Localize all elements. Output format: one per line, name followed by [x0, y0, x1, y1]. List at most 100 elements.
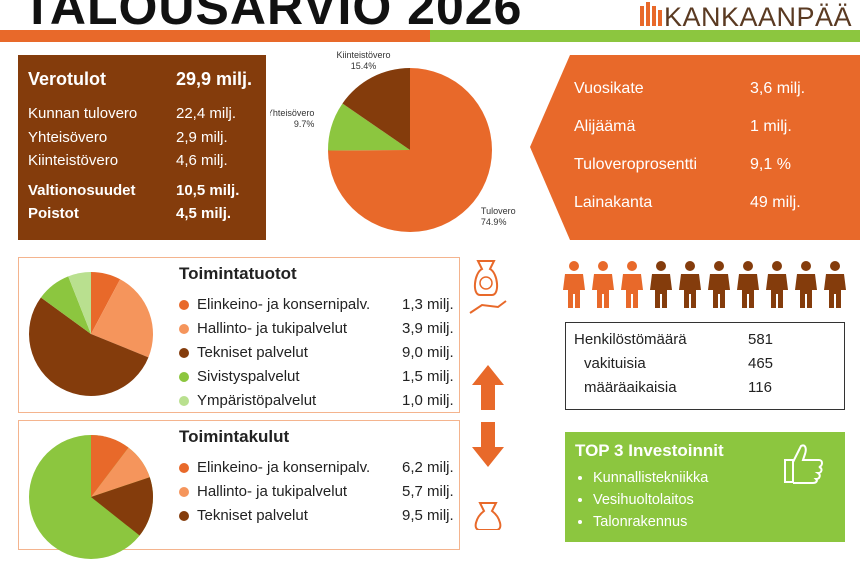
pie-slice — [328, 68, 492, 232]
key-value: 9,1 % — [750, 156, 791, 173]
person-head — [743, 261, 753, 271]
pie-percent: 15.4% — [351, 61, 377, 71]
investment-item: Talonrakennus — [593, 511, 845, 533]
legend-value: 9,0 milj. — [402, 344, 454, 361]
tax-label: Kunnan tulovero — [28, 105, 138, 122]
tax-label: Kiinteistövero — [28, 152, 119, 169]
key-value: 49 milj. — [750, 194, 801, 211]
legend-name: Ympäristöpalvelut — [197, 392, 317, 409]
legend-name: Elinkeino- ja konsernipalv. — [197, 459, 371, 476]
legend-value: 5,7 milj. — [402, 483, 454, 500]
staff-value: 581 — [748, 331, 774, 348]
tax-row: Kunnan tulovero 22,4 milj. — [28, 105, 256, 129]
tax-label: Verotulot — [28, 69, 107, 89]
person-body — [650, 274, 672, 308]
staff-label: vakituisia — [584, 355, 646, 372]
pie-slice — [29, 297, 149, 396]
pie-slice — [91, 447, 150, 497]
pie-slice — [91, 279, 153, 358]
legend-item: Sivistyspalvelut 1,5 milj. — [179, 368, 454, 385]
legend-name: Tekniset palvelut — [197, 507, 308, 524]
key-label: Lainakanta — [574, 194, 653, 211]
investment-item: Vesihuoltolaitos — [593, 489, 845, 511]
legend-item: Ympäristöpalvelut 1,0 milj. — [179, 392, 454, 409]
tax-value: 4,5 milj. — [176, 205, 232, 222]
person-head — [714, 261, 724, 271]
legend-item: Hallinto- ja tukipalvelut 3,9 milj. — [179, 320, 454, 337]
people-icons — [563, 261, 846, 308]
tax-box: Verotulot 29,9 milj. Kunnan tulovero 22,4 m… — [18, 55, 266, 240]
tax-label: Valtionosuudet — [28, 181, 136, 199]
pie-label: Kiinteistövero — [336, 50, 390, 60]
key-label: Alijäämä — [574, 118, 636, 135]
pie-slice — [91, 477, 153, 536]
pie-percent: 74.9% — [481, 217, 507, 227]
legend-name: Hallinto- ja tukipalvelut — [197, 320, 348, 337]
legend-dot — [179, 299, 189, 310]
person-head — [685, 261, 695, 271]
person-body — [737, 274, 759, 308]
person-head — [801, 261, 811, 271]
pie-label: Tulovero — [481, 206, 516, 216]
person-body — [679, 274, 701, 308]
legend-item: Elinkeino- ja konsernipalv. 6,2 milj. — [179, 459, 454, 476]
legend-item: Tekniset palvelut 9,0 milj. — [179, 344, 454, 361]
expense-panel: Toimintakulut Elinkeino- ja konsernipalv.… — [18, 420, 460, 559]
legend-name: Tekniset palvelut — [197, 344, 308, 361]
key-value: 3,6 milj. — [750, 80, 806, 97]
investment-item: Kunnallistekniikka — [593, 467, 845, 489]
person-body — [766, 274, 788, 308]
staff-row: määräaikaisia 116 — [584, 379, 772, 396]
legend-item: Tekniset palvelut 9,5 milj. — [179, 507, 454, 524]
stripe-orange — [0, 30, 430, 42]
pie-slice — [342, 68, 410, 150]
legend-name: Sivistyspalvelut — [197, 368, 300, 385]
key-row: Alijäämä 1 milj. — [574, 118, 792, 136]
thumbs-up-icon — [784, 444, 823, 484]
pie-slice — [91, 435, 129, 497]
person-head — [656, 261, 666, 271]
investments-box: TOP 3 Investoinnit KunnallistekniikkaVes… — [565, 432, 845, 542]
staff-value: 465 — [748, 355, 774, 372]
tax-row: Kiinteistövero 4,6 milj. — [28, 152, 256, 176]
pie-percent: 9.7% — [294, 119, 315, 129]
key-row: Tuloveroprosentti 9,1 % — [574, 156, 791, 174]
key-figures-shape — [530, 55, 860, 240]
tax-value: 29,9 milj. — [176, 69, 253, 89]
tax-row: Poistot 4,5 milj. — [28, 205, 256, 229]
middle-icons — [469, 260, 507, 530]
staff-row: Henkilöstömäärä 581 — [574, 331, 773, 348]
legend-value: 1,0 milj. — [402, 392, 454, 409]
legend-value: 1,3 milj. — [402, 296, 454, 313]
logo-text: KANKAANPÄÄ — [664, 2, 853, 32]
legend-dot — [179, 395, 189, 406]
tax-value: 10,5 milj. — [176, 181, 240, 199]
legend-name: Hallinto- ja tukipalvelut — [197, 483, 348, 500]
legend-dot — [179, 347, 189, 358]
staff-box: Henkilöstömäärä 581 vakituisia 465 määräaika… — [565, 322, 845, 410]
pie-slice — [328, 103, 410, 151]
pie-slice — [40, 276, 91, 334]
tax-value: 4,6 milj. — [176, 152, 228, 169]
stripe-green — [430, 30, 860, 42]
logo-icon — [640, 2, 662, 26]
page: Talousarvio 2026 {"header": {"title": "T… — [0, 0, 860, 530]
person-body — [563, 274, 585, 308]
pie-slice — [91, 272, 121, 334]
staff-label: Henkilöstömäärä — [574, 331, 687, 348]
person-body — [708, 274, 730, 308]
legend-value: 1,5 milj. — [402, 368, 454, 385]
legend-value: 6,2 milj. — [402, 459, 454, 476]
tax-row: Yhteisövero 2,9 milj. — [28, 129, 256, 153]
key-row: Vuosikate 3,6 milj. — [574, 80, 805, 98]
panel-title: Toimintakulut — [179, 427, 290, 446]
staff-value: 116 — [748, 379, 772, 396]
panel-title: Toimintatuotot — [179, 264, 297, 283]
legend-item: Hallinto- ja tukipalvelut 5,7 milj. — [179, 483, 454, 500]
person-body — [621, 274, 643, 308]
tax-label: Yhteisövero — [28, 128, 108, 146]
legend-value: 9,5 milj. — [402, 507, 454, 524]
tax-value: 22,4 milj. — [176, 105, 237, 122]
panel-pie — [29, 435, 153, 559]
